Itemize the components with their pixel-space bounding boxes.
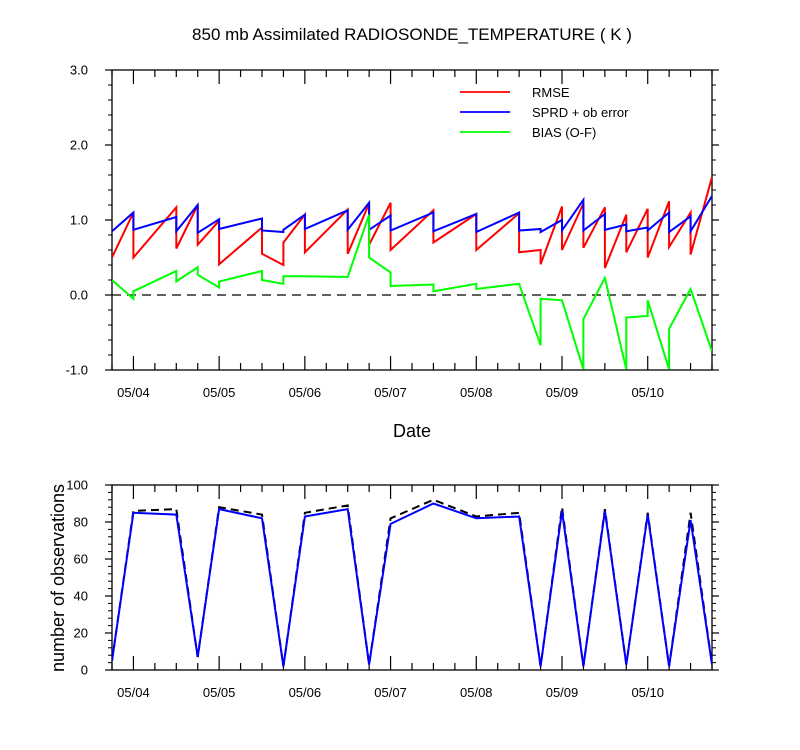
series-line-sprd-ob-error [112,195,712,235]
y-tick-label: 0 [81,663,88,678]
x-tick-label: 05/04 [117,685,150,700]
legend: RMSE SPRD + ob error BIAS (O-F) [460,85,629,140]
series-line-rmse [112,176,712,269]
y-tick-label: 80 [74,515,88,530]
series-line-bias-o-f [112,214,712,370]
x-tick-label: 05/05 [203,685,236,700]
y-tick-label: 0.0 [70,288,88,303]
legend-label-bias: BIAS (O-F) [532,125,596,140]
y-tick-label: 60 [74,552,88,567]
y-tick-label: 100 [66,478,88,493]
x-tick-label: 05/08 [460,685,493,700]
x-tick-label: 05/08 [460,385,493,400]
bottom-plot-layer: 0 20 40 60 80 100 05/04 05/05 05/06 05/07 05/08 05/… [66,478,719,700]
legend-label-sprd: SPRD + ob error [532,105,629,120]
chart-title: 850 mb Assimilated RADIOSONDE_TEMPERATUR… [192,25,632,44]
y-tick-label: 3.0 [70,63,88,78]
series-line-total-observations [112,498,712,667]
x-tick-label: 05/10 [631,385,664,400]
x-tick-label: 05/07 [374,385,407,400]
x-tick-label: 05/09 [546,685,579,700]
y-axis-label-observations: number of observations [48,484,68,672]
x-axis-label: Date [393,421,431,441]
x-tick-label: 05/07 [374,685,407,700]
y-tick-label: 1.0 [70,213,88,228]
y-tick-label: -1.0 [66,363,88,378]
y-tick-label: 20 [74,626,88,641]
x-tick-label: 05/10 [631,685,664,700]
series-line-assimilated-observations [112,502,712,667]
y-tick-label: 40 [74,589,88,604]
x-tick-label: 05/09 [546,385,579,400]
x-tick-label: 05/06 [289,685,322,700]
y-tick-label: 2.0 [70,138,88,153]
x-tick-label: 05/04 [117,385,150,400]
x-tick-label: 05/06 [289,385,322,400]
x-tick-label: 05/05 [203,385,236,400]
top-plot-layer: -1.0 0.0 1.0 2.0 3.0 05/04 05/05 05/06 05/07 05/0… [66,63,719,400]
legend-label-rmse: RMSE [532,85,570,100]
